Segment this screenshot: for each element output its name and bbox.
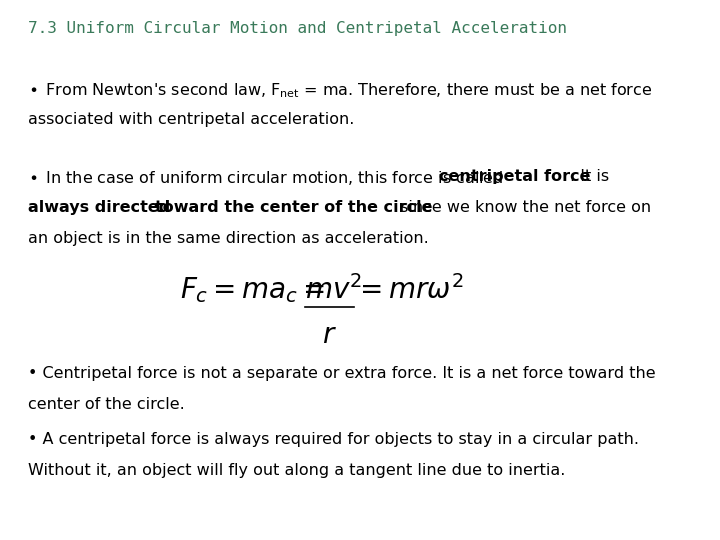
Text: $\bullet\,$ In the case of uniform circular motion, this force is called: $\bullet\,$ In the case of uniform circu… (28, 169, 505, 187)
Text: $= mr\omega^2$: $= mr\omega^2$ (354, 275, 464, 305)
Text: $mv^2$: $mv^2$ (305, 275, 362, 305)
Text: Without it, an object will fly out along a tangent line due to inertia.: Without it, an object will fly out along… (28, 463, 565, 478)
Text: since we know the net force on: since we know the net force on (395, 200, 651, 215)
Text: . It is: . It is (570, 169, 609, 184)
Text: $F_c = ma_c = $: $F_c = ma_c = $ (180, 275, 325, 305)
Text: center of the circle.: center of the circle. (28, 396, 184, 411)
Text: associated with centripetal acceleration.: associated with centripetal acceleration… (28, 112, 354, 127)
Text: $r$: $r$ (323, 321, 337, 348)
Text: • Centripetal force is not a separate or extra force. It is a net force toward t: • Centripetal force is not a separate or… (28, 366, 655, 381)
Text: $\bullet\,$ From Newton's second law, F$_\mathrm{net}$ = ma. Therefore, there mu: $\bullet\,$ From Newton's second law, F$… (28, 81, 652, 100)
Text: • A centripetal force is always required for objects to stay in a circular path.: • A centripetal force is always required… (28, 432, 639, 447)
Text: 7.3 Uniform Circular Motion and Centripetal Acceleration: 7.3 Uniform Circular Motion and Centripe… (28, 21, 567, 36)
Text: an object is in the same direction as acceleration.: an object is in the same direction as ac… (28, 231, 428, 246)
Text: toward the center of the circle: toward the center of the circle (156, 200, 433, 215)
Text: centripetal force: centripetal force (439, 169, 590, 184)
Text: always directed: always directed (28, 200, 176, 215)
